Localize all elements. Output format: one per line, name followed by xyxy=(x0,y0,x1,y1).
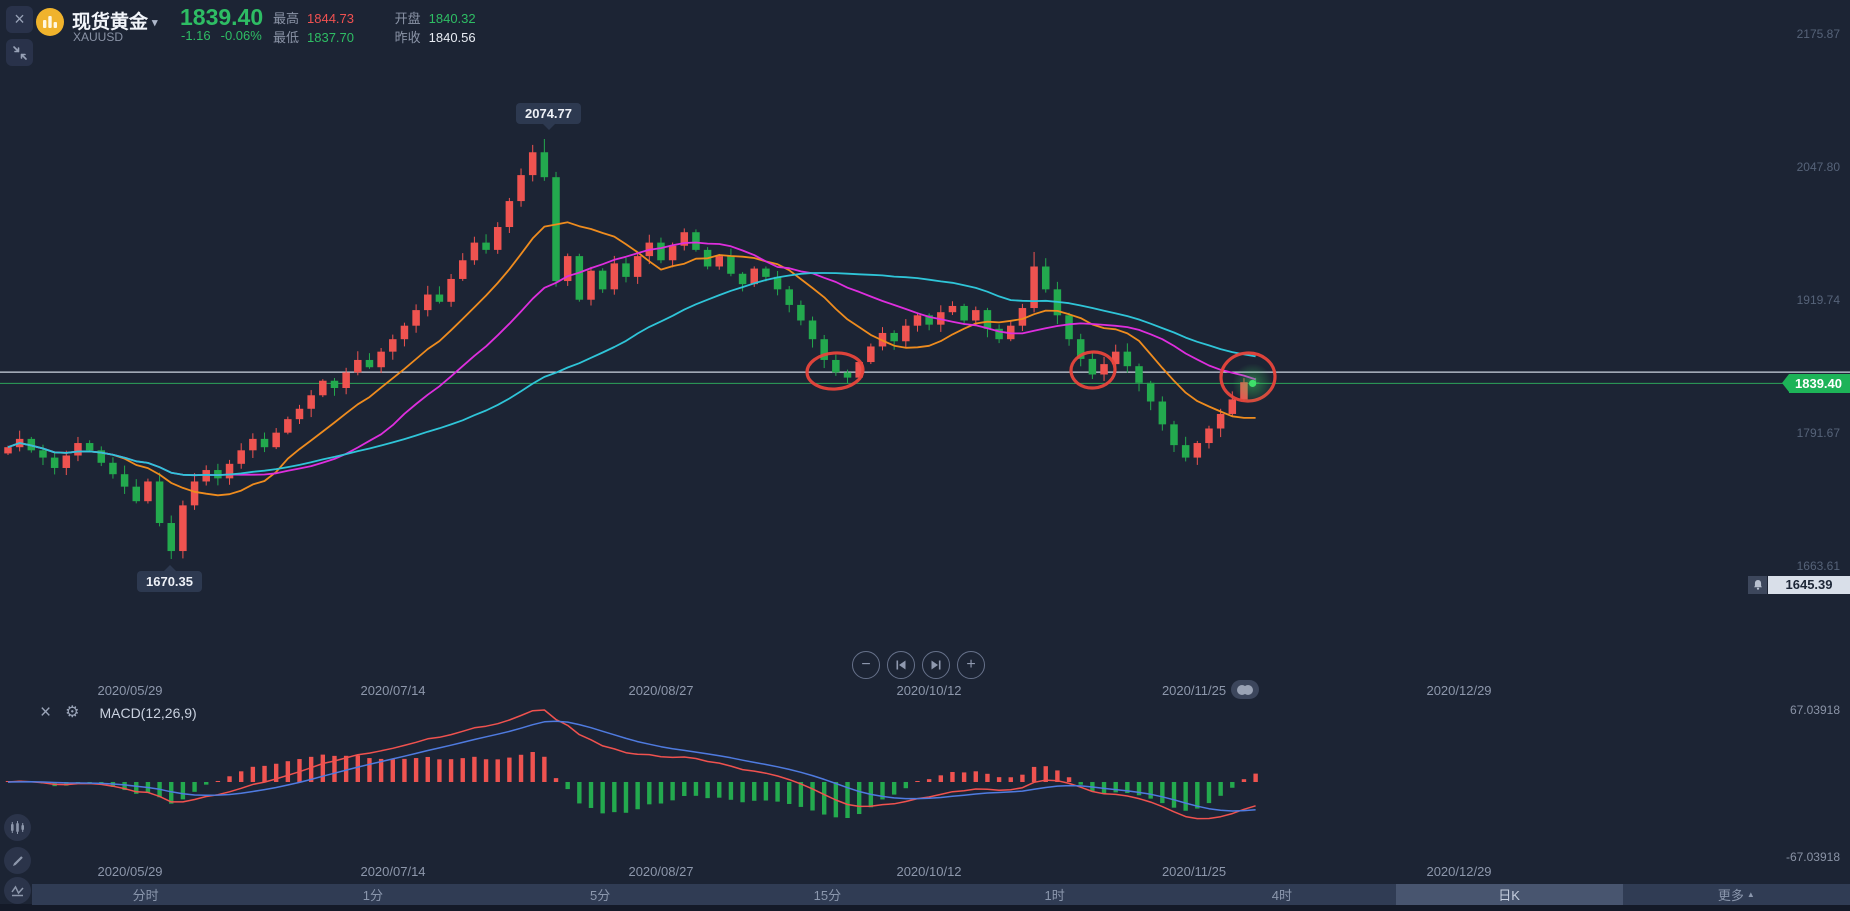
stats-row-high-open: 最高 1844.73 开盘 1840.32 xyxy=(273,8,513,27)
bell-icon xyxy=(1753,579,1762,590)
minus-icon: − xyxy=(861,656,871,673)
open-value: 1840.32 xyxy=(428,11,476,26)
tab-label: 5分 xyxy=(590,888,611,903)
macd-title: MACD(12,26,9) xyxy=(99,704,197,721)
x-axis-date: 2020/08/27 xyxy=(628,864,694,879)
x-axis-date: 2020/10/12 xyxy=(896,683,962,698)
y-axis-label: 1663.61 xyxy=(1796,559,1840,573)
macd-indicator-header: × ⚙ MACD(12,26,9) xyxy=(40,703,197,722)
macd-dif-line xyxy=(7,709,1256,820)
jump-to-latest-button[interactable] xyxy=(1231,680,1259,699)
skip-start-icon xyxy=(896,660,906,670)
y-axis-label: 2175.87 xyxy=(1796,27,1840,41)
prev-close-label: 昨收 xyxy=(394,30,421,45)
x-axis-date: 2020/12/29 xyxy=(1426,864,1492,879)
skip-to-end-button[interactable] xyxy=(922,651,950,679)
price-change-pct: -0.06% xyxy=(220,28,262,43)
skip-end-icon xyxy=(931,660,941,670)
plus-icon: + xyxy=(966,656,976,673)
tab-label: 更多 xyxy=(1717,888,1744,903)
price-change-row: -1.16 -0.06% xyxy=(181,28,272,43)
x-axis-date: 2020/10/12 xyxy=(896,864,962,879)
macd-lower-axis-label: -67.03918 xyxy=(1785,850,1840,864)
instrument-title[interactable]: 现货黄金 ▾ xyxy=(72,7,158,34)
annotation-circles xyxy=(805,350,1277,403)
skip-to-start-button[interactable] xyxy=(887,651,915,679)
low-label: 最低 xyxy=(273,30,300,45)
draw-tool-button[interactable] xyxy=(4,847,31,874)
x-axis-date: 2020/07/14 xyxy=(360,683,426,698)
high-value: 1844.73 xyxy=(307,11,355,26)
zoom-out-button[interactable]: − xyxy=(852,651,880,679)
tab-label: 1时 xyxy=(1044,888,1065,903)
bottom-strip xyxy=(0,904,1850,911)
collapse-arrows-icon xyxy=(12,45,27,60)
close-button[interactable]: × xyxy=(6,6,33,33)
last-price-dot xyxy=(1249,379,1257,388)
y-axis-label: 1919.74 xyxy=(1796,293,1840,307)
x-axis-date: 2020/11/25 xyxy=(1161,864,1227,879)
collapse-button[interactable] xyxy=(6,39,33,66)
macd-dea-line xyxy=(7,720,1256,812)
instrument-name: 现货黄金 xyxy=(72,12,149,33)
last-price: 1839.40 xyxy=(180,4,264,30)
tab-label: 日K xyxy=(1498,888,1520,903)
timeframe-tab-日K[interactable]: 日K xyxy=(1395,884,1623,905)
macd-upper-axis-label: 67.03918 xyxy=(1789,703,1840,717)
timeframe-tab-分时[interactable]: 分时 xyxy=(32,884,259,905)
price-alert-bell-button[interactable] xyxy=(1748,575,1767,594)
tab-label: 分时 xyxy=(132,888,159,903)
timeframe-tab-更多[interactable]: 更多 ▲ xyxy=(1623,884,1850,905)
link-circle-icon xyxy=(1243,684,1253,695)
macd-settings-gear-icon[interactable]: ⚙ xyxy=(65,703,80,721)
x-axis-date: 2020/11/25 xyxy=(1161,683,1227,698)
tab-label: 15分 xyxy=(813,888,842,903)
prev-close-value: 1840.56 xyxy=(428,30,476,45)
timeframe-tab-4时[interactable]: 4时 xyxy=(1168,884,1395,905)
x-axis-date: 2020/07/14 xyxy=(360,864,426,879)
pencil-icon xyxy=(12,855,23,866)
trend-line-icon xyxy=(11,885,24,897)
peak-price-tooltip: 2074.77 xyxy=(516,103,581,124)
candlestick-icon xyxy=(11,821,24,834)
y-axis-label: 1791.67 xyxy=(1796,426,1840,440)
chart-nav-controls: − + xyxy=(852,651,985,679)
more-up-arrow-icon: ▲ xyxy=(1746,890,1755,899)
indicator-tool-button[interactable] xyxy=(4,877,31,904)
instrument-symbol: XAUUSD xyxy=(73,30,124,44)
candles xyxy=(4,138,1260,559)
dropdown-caret-icon: ▾ xyxy=(152,17,158,29)
timeframe-tab-5分[interactable]: 5分 xyxy=(487,884,714,905)
x-axis-date: 2020/08/27 xyxy=(628,683,694,698)
open-label: 开盘 xyxy=(394,11,421,26)
timeframe-tab-1分[interactable]: 1分 xyxy=(259,884,486,905)
ma-10-line xyxy=(7,221,1256,497)
x-axis-date: 2020/12/29 xyxy=(1426,683,1492,698)
ma-20-line xyxy=(7,241,1256,477)
timeframe-tab-1时[interactable]: 1时 xyxy=(941,884,1168,905)
low-value: 1837.70 xyxy=(307,30,355,45)
current-price-badge: 1839.40 xyxy=(1782,373,1850,393)
x-axis-date: 2020/05/29 xyxy=(97,864,163,879)
high-label: 最高 xyxy=(273,11,300,26)
timeframe-tab-bar: 分时 1分 5分 15分 1时 4时 日K 更多 ▲ xyxy=(32,884,1850,905)
price-alert-badge[interactable]: 1645.39 xyxy=(1768,575,1850,594)
timeframe-tab-15分[interactable]: 15分 xyxy=(714,884,941,905)
close-icon: × xyxy=(14,9,25,29)
tab-label: 4时 xyxy=(1271,888,1292,903)
stats-row-low-prevclose: 最低 1837.70 昨收 1840.56 xyxy=(273,27,513,46)
tab-label: 1分 xyxy=(362,888,383,903)
price-change: -1.16 xyxy=(181,28,211,43)
trough-price-tooltip: 1670.35 xyxy=(137,571,202,592)
gold-coin-icon xyxy=(36,8,64,36)
macd-close-icon[interactable]: × xyxy=(40,702,52,723)
zoom-in-button[interactable]: + xyxy=(957,651,985,679)
chart-type-button[interactable] xyxy=(4,814,31,841)
y-axis-label: 2047.80 xyxy=(1796,160,1840,174)
link-circle-icon xyxy=(1237,684,1247,695)
ma-40-line xyxy=(7,272,1256,477)
x-axis-date: 2020/05/29 xyxy=(97,683,163,698)
